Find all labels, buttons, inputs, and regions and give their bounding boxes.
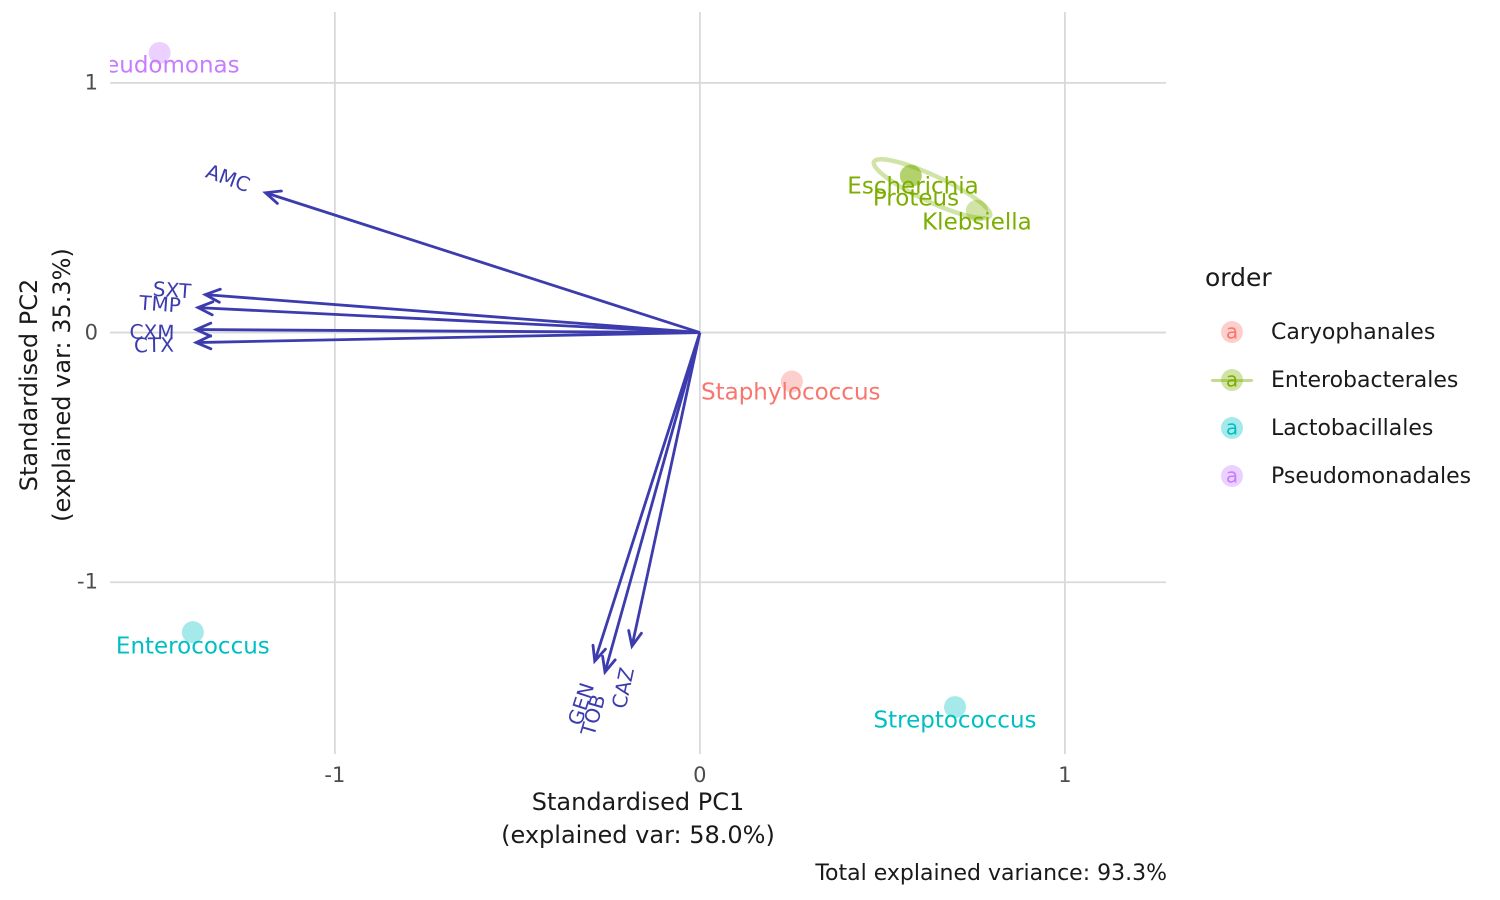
point-staphylococcus (780, 370, 803, 393)
legend-item-label: Pseudomonadales (1271, 463, 1472, 489)
genus-label-proteus: Proteus (872, 185, 960, 212)
y-axis-title-line2: (explained var: 35.3%) (48, 248, 76, 522)
loading-label-CTX: CTX (133, 332, 174, 357)
loading-arrowhead-CXM (192, 321, 213, 338)
point-proteus (899, 164, 922, 187)
loading-arrowhead-CAZ (627, 629, 643, 650)
loading-arrowhead-AMC (262, 189, 283, 205)
legend-key-letter: a (1225, 415, 1239, 440)
legend-item-label: Lactobacillales (1271, 415, 1434, 441)
legend-key-icon: a (1211, 367, 1253, 392)
y-axis-title-line1: Standardised PC2 (15, 278, 43, 492)
genus-label-enterococcus: Enterococcus (115, 633, 270, 660)
legend-title: order (1205, 263, 1272, 292)
loading-arrowhead-SXT (201, 287, 222, 304)
point-escherichia (899, 164, 922, 187)
loading-arrow-SXT (205, 293, 700, 334)
genus-label-staphylococcus: Staphylococcus (700, 379, 881, 406)
point-enterococcus (181, 621, 204, 644)
legend-key-letter: a (1225, 319, 1239, 344)
y-axis-title: Standardised PC2 (explained var: 35.3%) (13, 248, 79, 522)
legend-item-pseudomonadales: a Pseudomonadales (1205, 452, 1471, 500)
y-tick-label-0: 0 (84, 320, 98, 345)
loading-label-AMC: AMC (202, 158, 254, 197)
loading-arrowhead-CTX (192, 334, 213, 351)
loading-arrowhead-TOB (601, 654, 617, 676)
legend-item-enterobacterales: a Enterobacterales (1205, 356, 1471, 404)
legend-items: a Caryophanales a Enterobacterales a Lactobac… (1205, 308, 1471, 500)
genus-label-klebsiella: Klebsiella (922, 209, 1032, 236)
legend-key-icon: a (1221, 465, 1243, 487)
loading-label-CAZ: CAZ (606, 665, 639, 711)
legend-key-circle (1221, 417, 1243, 439)
genus-label-pseudomonas: Pseudomonas (110, 52, 240, 79)
plot-canvas (110, 12, 1166, 754)
point-pseudomonas (148, 41, 171, 64)
legend-key-letter: a (1225, 463, 1239, 488)
x-axis-title-line1: Standardised PC1 (531, 788, 745, 816)
legend: order a Caryophanales a Enterobacterales a La… (1205, 262, 1471, 500)
legend-key-circle (1221, 465, 1243, 487)
genus-label-streptococcus: Streptococcus (873, 707, 1037, 734)
legend-key-circle (1221, 321, 1243, 343)
legend-key-icon: a (1221, 321, 1243, 343)
total-variance-caption: Total explained variance: 93.3% (815, 861, 1167, 886)
genus-label-escherichia: Escherichia (847, 173, 979, 200)
loading-arrowhead-TMP (194, 300, 215, 317)
loading-arrow-TOB (603, 332, 702, 673)
legend-item-label: Caryophanales (1271, 319, 1436, 345)
legend-key-line (1211, 379, 1253, 382)
x-tick-label-1: 1 (1058, 763, 1072, 787)
loading-label-TMP: TMP (138, 290, 182, 318)
x-tick-label-0: 0 (693, 763, 707, 787)
y-tick-label-1: 1 (84, 70, 98, 95)
legend-key-icon: a (1221, 417, 1243, 439)
legend-item-lactobacillales: a Lactobacillales (1205, 404, 1471, 452)
loading-arrow-AMC (265, 191, 701, 334)
loading-arrow-CXM (196, 328, 700, 334)
point-klebsiella (965, 199, 988, 222)
loading-arrow-CTX (196, 331, 700, 344)
loading-arrow-GEN (593, 332, 702, 662)
point-streptococcus (944, 696, 967, 719)
legend-item-caryophanales: a Caryophanales (1205, 308, 1471, 356)
loading-arrow-TMP (197, 306, 700, 334)
legend-key-letter: a (1225, 367, 1239, 392)
y-tick-label--1: -1 (77, 569, 98, 594)
confidence-ellipse-Enterobacterales (871, 157, 993, 221)
loading-arrowhead-GEN (591, 643, 607, 665)
loading-arrow-CAZ (630, 332, 702, 647)
legend-key-circle (1221, 369, 1243, 391)
x-axis-title: Standardised PC1 (explained var: 58.0%) (110, 786, 1166, 852)
x-tick-label--1: -1 (324, 763, 346, 787)
legend-item-label: Enterobacterales (1271, 367, 1459, 393)
x-axis-title-line2: (explained var: 58.0%) (501, 821, 775, 849)
